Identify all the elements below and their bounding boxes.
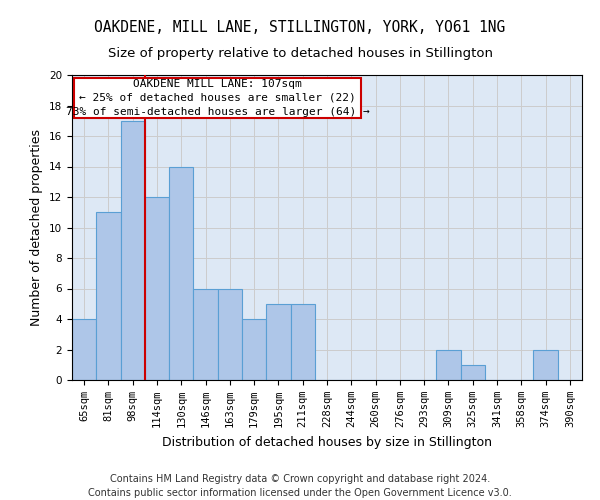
Bar xyxy=(169,166,193,380)
Text: OAKDENE, MILL LANE, STILLINGTON, YORK, YO61 1NG: OAKDENE, MILL LANE, STILLINGTON, YORK, Y… xyxy=(94,20,506,35)
Bar xyxy=(193,288,218,380)
Bar xyxy=(533,350,558,380)
Bar xyxy=(436,350,461,380)
Bar xyxy=(290,304,315,380)
Text: Size of property relative to detached houses in Stillington: Size of property relative to detached ho… xyxy=(107,48,493,60)
Bar xyxy=(74,78,361,118)
Bar xyxy=(266,304,290,380)
Bar xyxy=(461,365,485,380)
Bar xyxy=(242,319,266,380)
Text: Contains HM Land Registry data © Crown copyright and database right 2024.
Contai: Contains HM Land Registry data © Crown c… xyxy=(88,474,512,498)
Y-axis label: Number of detached properties: Number of detached properties xyxy=(31,129,43,326)
Bar xyxy=(96,212,121,380)
Bar xyxy=(121,120,145,380)
Bar xyxy=(72,319,96,380)
X-axis label: Distribution of detached houses by size in Stillington: Distribution of detached houses by size … xyxy=(162,436,492,448)
Text: OAKDENE MILL LANE: 107sqm
← 25% of detached houses are smaller (22)
73% of semi-: OAKDENE MILL LANE: 107sqm ← 25% of detac… xyxy=(66,79,370,117)
Bar xyxy=(145,197,169,380)
Bar xyxy=(218,288,242,380)
